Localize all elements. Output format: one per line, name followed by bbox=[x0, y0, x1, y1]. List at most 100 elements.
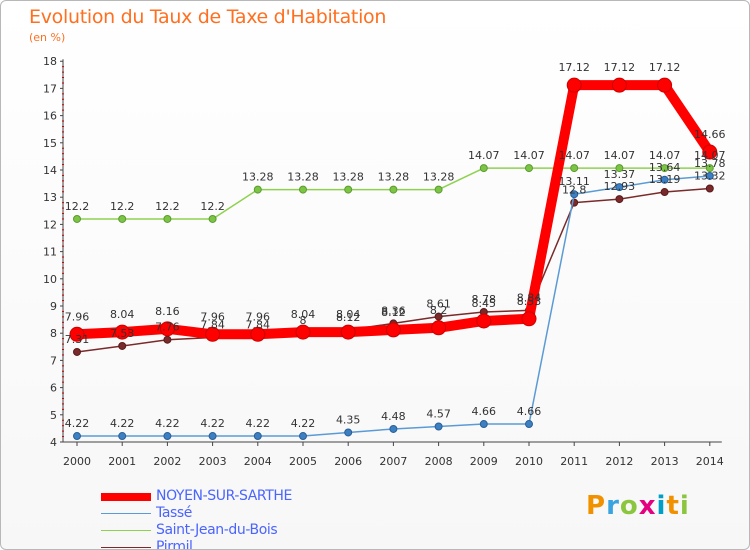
x-tick-label: 2008 bbox=[425, 455, 453, 468]
data-label: 13.32 bbox=[694, 169, 726, 182]
data-point bbox=[253, 432, 262, 441]
data-point bbox=[611, 77, 627, 93]
data-point bbox=[250, 326, 266, 342]
y-tick-label: 14 bbox=[43, 164, 57, 177]
data-point bbox=[521, 311, 537, 327]
data-point bbox=[208, 432, 217, 441]
data-point bbox=[73, 432, 81, 441]
data-point bbox=[705, 164, 714, 173]
data-point bbox=[615, 164, 624, 173]
data-point bbox=[615, 195, 624, 204]
data-label: 13.28 bbox=[423, 171, 455, 184]
data-label: 13.78 bbox=[694, 157, 726, 170]
x-tick-label: 2007 bbox=[379, 455, 407, 468]
data-label: 8.04 bbox=[110, 308, 135, 321]
data-label: 17.12 bbox=[558, 61, 590, 74]
x-tick-label: 2006 bbox=[334, 455, 362, 468]
data-point bbox=[479, 420, 488, 429]
series-layer bbox=[69, 77, 718, 441]
data-label: 17.12 bbox=[649, 61, 681, 74]
data-point bbox=[163, 335, 172, 344]
data-point bbox=[705, 171, 714, 180]
legend-swatch bbox=[101, 546, 151, 549]
data-label: 12.2 bbox=[65, 200, 90, 213]
y-tick-label: 9 bbox=[50, 300, 57, 313]
data-point bbox=[344, 428, 353, 437]
data-label: 7.96 bbox=[246, 310, 271, 323]
data-label: 7.84 bbox=[200, 319, 225, 332]
y-tick-label: 11 bbox=[43, 246, 57, 259]
data-point bbox=[118, 341, 127, 350]
data-label: 12.2 bbox=[155, 200, 180, 213]
legend-swatch bbox=[101, 529, 151, 532]
logo-letter: i bbox=[679, 491, 690, 521]
data-label: 7.76 bbox=[155, 321, 180, 334]
x-tick-label: 2001 bbox=[108, 455, 136, 468]
data-point bbox=[73, 347, 81, 356]
data-label: 8.45 bbox=[472, 297, 497, 310]
data-point bbox=[434, 185, 443, 194]
y-tick-label: 16 bbox=[43, 110, 57, 123]
data-label: 8.2 bbox=[430, 304, 448, 317]
data-point bbox=[525, 164, 533, 173]
data-label: 14.07 bbox=[604, 149, 636, 162]
data-point bbox=[389, 185, 398, 194]
data-label: 4.22 bbox=[291, 417, 316, 430]
data-point bbox=[163, 432, 172, 441]
data-label: 4.48 bbox=[381, 410, 406, 423]
data-label: 8.36 bbox=[381, 304, 406, 317]
data-label: 7.53 bbox=[110, 327, 135, 340]
y-tick-label: 18 bbox=[43, 55, 57, 68]
data-point bbox=[163, 214, 172, 223]
data-point bbox=[295, 324, 311, 340]
data-label: 17.12 bbox=[604, 61, 636, 74]
y-tick-label: 7 bbox=[50, 354, 57, 367]
axes: 4 5 6 7 8 9 10 11 12 13 14 15 16 17 18 2000 2001 2002 2003… bbox=[43, 55, 724, 468]
data-label: 13.28 bbox=[242, 171, 274, 184]
x-tick-label: 2009 bbox=[470, 455, 498, 468]
chart-title: Evolution du Taux de Taxe d'Habitation bbox=[29, 6, 387, 28]
data-point bbox=[69, 326, 85, 342]
y-tick-label: 17 bbox=[43, 82, 57, 95]
data-label: 14.07 bbox=[649, 149, 681, 162]
logo-letter: x bbox=[638, 491, 657, 521]
data-label: 12.2 bbox=[200, 200, 225, 213]
data-label: 13.19 bbox=[649, 173, 681, 186]
data-point bbox=[114, 324, 130, 340]
data-label: 4.22 bbox=[155, 417, 180, 430]
x-tick-label: 2004 bbox=[244, 455, 272, 468]
proxiti-logo: Proxiti bbox=[586, 491, 690, 521]
data-label: 7.96 bbox=[200, 310, 225, 323]
data-point bbox=[344, 185, 353, 194]
data-label: 8.12 bbox=[336, 311, 361, 324]
data-point bbox=[702, 144, 718, 160]
data-point bbox=[434, 422, 443, 431]
logo-letter: P bbox=[586, 491, 607, 521]
data-label: 4.22 bbox=[246, 417, 271, 430]
data-point bbox=[476, 313, 492, 329]
data-point bbox=[299, 432, 307, 441]
x-tick-label: 2011 bbox=[560, 455, 588, 468]
x-tick-label: 2002 bbox=[153, 455, 181, 468]
data-label: 8.04 bbox=[336, 308, 361, 321]
y-tick-label: 5 bbox=[50, 409, 57, 422]
data-point bbox=[208, 214, 217, 223]
data-label: 8.12 bbox=[381, 306, 406, 319]
data-point bbox=[340, 324, 356, 340]
legend-swatch bbox=[101, 512, 151, 515]
legend-label: Tassé bbox=[156, 505, 193, 521]
data-label: 14.07 bbox=[694, 149, 726, 162]
data-point bbox=[570, 164, 579, 173]
series-noyen-sur-sarthe bbox=[69, 77, 718, 342]
data-point bbox=[660, 175, 669, 184]
data-label: 4.66 bbox=[517, 405, 542, 418]
data-label: 4.22 bbox=[200, 417, 225, 430]
x-tick-label: 2012 bbox=[605, 455, 633, 468]
legend-label: Saint-Jean-du-Bois bbox=[156, 522, 278, 538]
data-label: 7.31 bbox=[65, 333, 90, 346]
data-labels: 7.31 7.53 7.76 7.84 7.84 8 8.128.368.61 8.78 8.8… bbox=[65, 61, 726, 430]
data-label: 14.07 bbox=[558, 149, 590, 162]
data-point bbox=[389, 424, 398, 433]
data-label: 8.84 bbox=[517, 291, 542, 304]
